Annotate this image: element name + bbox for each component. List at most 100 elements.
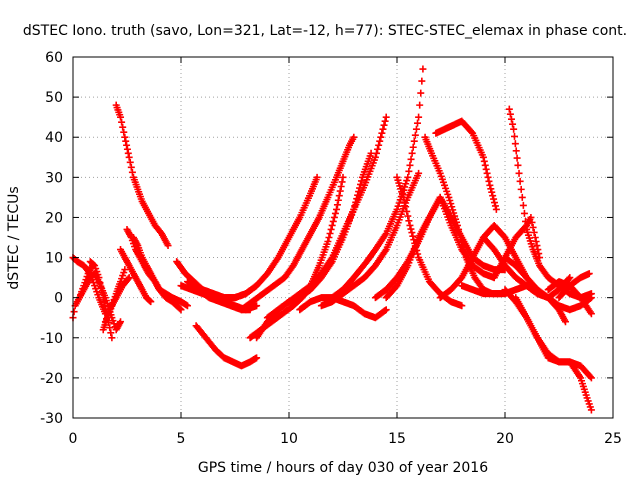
data-point — [107, 329, 115, 337]
data-point — [456, 229, 464, 237]
x-tick-label: 5 — [177, 431, 186, 447]
data-point — [527, 213, 535, 221]
data-point — [328, 221, 336, 229]
data-point — [461, 250, 469, 258]
data-point — [351, 202, 359, 210]
data-point — [515, 169, 523, 177]
data-point — [354, 191, 362, 199]
data-point — [381, 117, 389, 125]
data-point — [350, 205, 358, 213]
data-point — [378, 129, 386, 137]
data-point — [419, 65, 427, 73]
data-point — [90, 261, 98, 269]
data-point — [520, 209, 528, 217]
data-point — [367, 149, 375, 157]
data-point — [487, 185, 495, 193]
data-point — [407, 155, 415, 163]
data-point — [481, 161, 489, 169]
series-17 — [237, 133, 358, 314]
data-point — [124, 149, 132, 157]
data-point — [486, 181, 494, 189]
data-point — [125, 153, 133, 161]
data-point — [374, 145, 382, 153]
data-point — [506, 110, 514, 118]
data-point — [121, 266, 129, 274]
data-point — [375, 141, 383, 149]
y-tick-label: 0 — [54, 291, 63, 307]
data-point — [455, 225, 463, 233]
data-point — [334, 196, 342, 204]
data-point — [357, 177, 365, 185]
data-point — [415, 169, 423, 177]
data-point — [492, 205, 500, 213]
data-point — [333, 201, 341, 209]
data-point — [405, 167, 413, 175]
y-tick-label: 20 — [45, 210, 63, 226]
data-point — [357, 180, 365, 188]
data-point — [381, 307, 389, 315]
data-point — [118, 118, 126, 126]
series-10 — [129, 234, 185, 314]
data-point — [382, 113, 390, 121]
data-point — [125, 274, 133, 282]
data-point — [404, 212, 412, 220]
data-point — [528, 218, 536, 226]
data-point — [408, 149, 416, 157]
chart-title: dSTEC Iono. truth (savo, Lon=321, Lat=-1… — [23, 23, 627, 39]
plot-frame — [72, 56, 614, 419]
data-point — [417, 89, 425, 97]
data-point — [533, 242, 541, 250]
data-point — [355, 188, 363, 196]
y-tick-label: -30 — [40, 411, 63, 427]
data-point — [330, 213, 338, 221]
data-point — [353, 195, 361, 203]
series-28 — [432, 117, 500, 213]
data-point — [408, 229, 416, 237]
data-point — [510, 125, 518, 133]
data-point — [491, 202, 499, 210]
data-point — [326, 229, 334, 237]
data-point — [534, 246, 542, 254]
data-point — [587, 290, 595, 298]
data-point — [376, 137, 384, 145]
data-point — [117, 113, 125, 121]
data-point — [253, 354, 261, 362]
data-point — [406, 221, 414, 229]
data-point — [176, 305, 184, 313]
data-point — [458, 238, 466, 246]
data-point — [335, 192, 343, 200]
series-20 — [263, 149, 375, 322]
data-point — [338, 178, 346, 186]
data-point — [333, 205, 341, 213]
data-point — [415, 113, 423, 121]
data-point — [108, 334, 116, 342]
y-tick-label: 50 — [45, 90, 63, 106]
data-point — [127, 163, 135, 171]
data-point — [458, 302, 466, 310]
data-point — [535, 250, 543, 258]
data-point — [505, 105, 513, 113]
y-tick-label: 40 — [45, 130, 63, 146]
data-point — [516, 177, 524, 185]
data-point — [325, 234, 333, 241]
series-16 — [231, 173, 321, 302]
series-6 — [101, 274, 133, 326]
data-point — [395, 199, 403, 207]
series-14 — [192, 322, 261, 370]
data-point — [566, 274, 574, 282]
data-point — [488, 188, 496, 196]
data-point — [565, 275, 573, 283]
data-point — [164, 242, 172, 250]
data-point — [253, 302, 261, 310]
data-point — [484, 173, 492, 181]
data-point — [377, 133, 385, 141]
data-point — [123, 145, 131, 153]
data-point — [530, 228, 538, 236]
data-point — [126, 158, 134, 166]
data-point — [123, 141, 131, 149]
series-38 — [555, 270, 593, 302]
data-point — [479, 153, 487, 161]
data-point — [513, 154, 521, 162]
data-point — [561, 318, 569, 326]
y-tick-label: 30 — [45, 170, 63, 186]
